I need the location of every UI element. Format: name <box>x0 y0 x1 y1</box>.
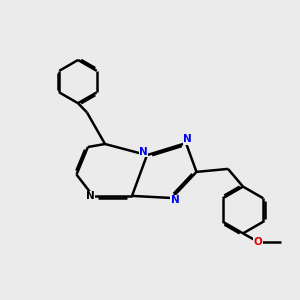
Text: N: N <box>85 191 94 201</box>
Text: N: N <box>183 134 192 145</box>
Text: N: N <box>170 195 179 206</box>
Text: O: O <box>254 237 262 247</box>
Text: N: N <box>139 147 148 157</box>
